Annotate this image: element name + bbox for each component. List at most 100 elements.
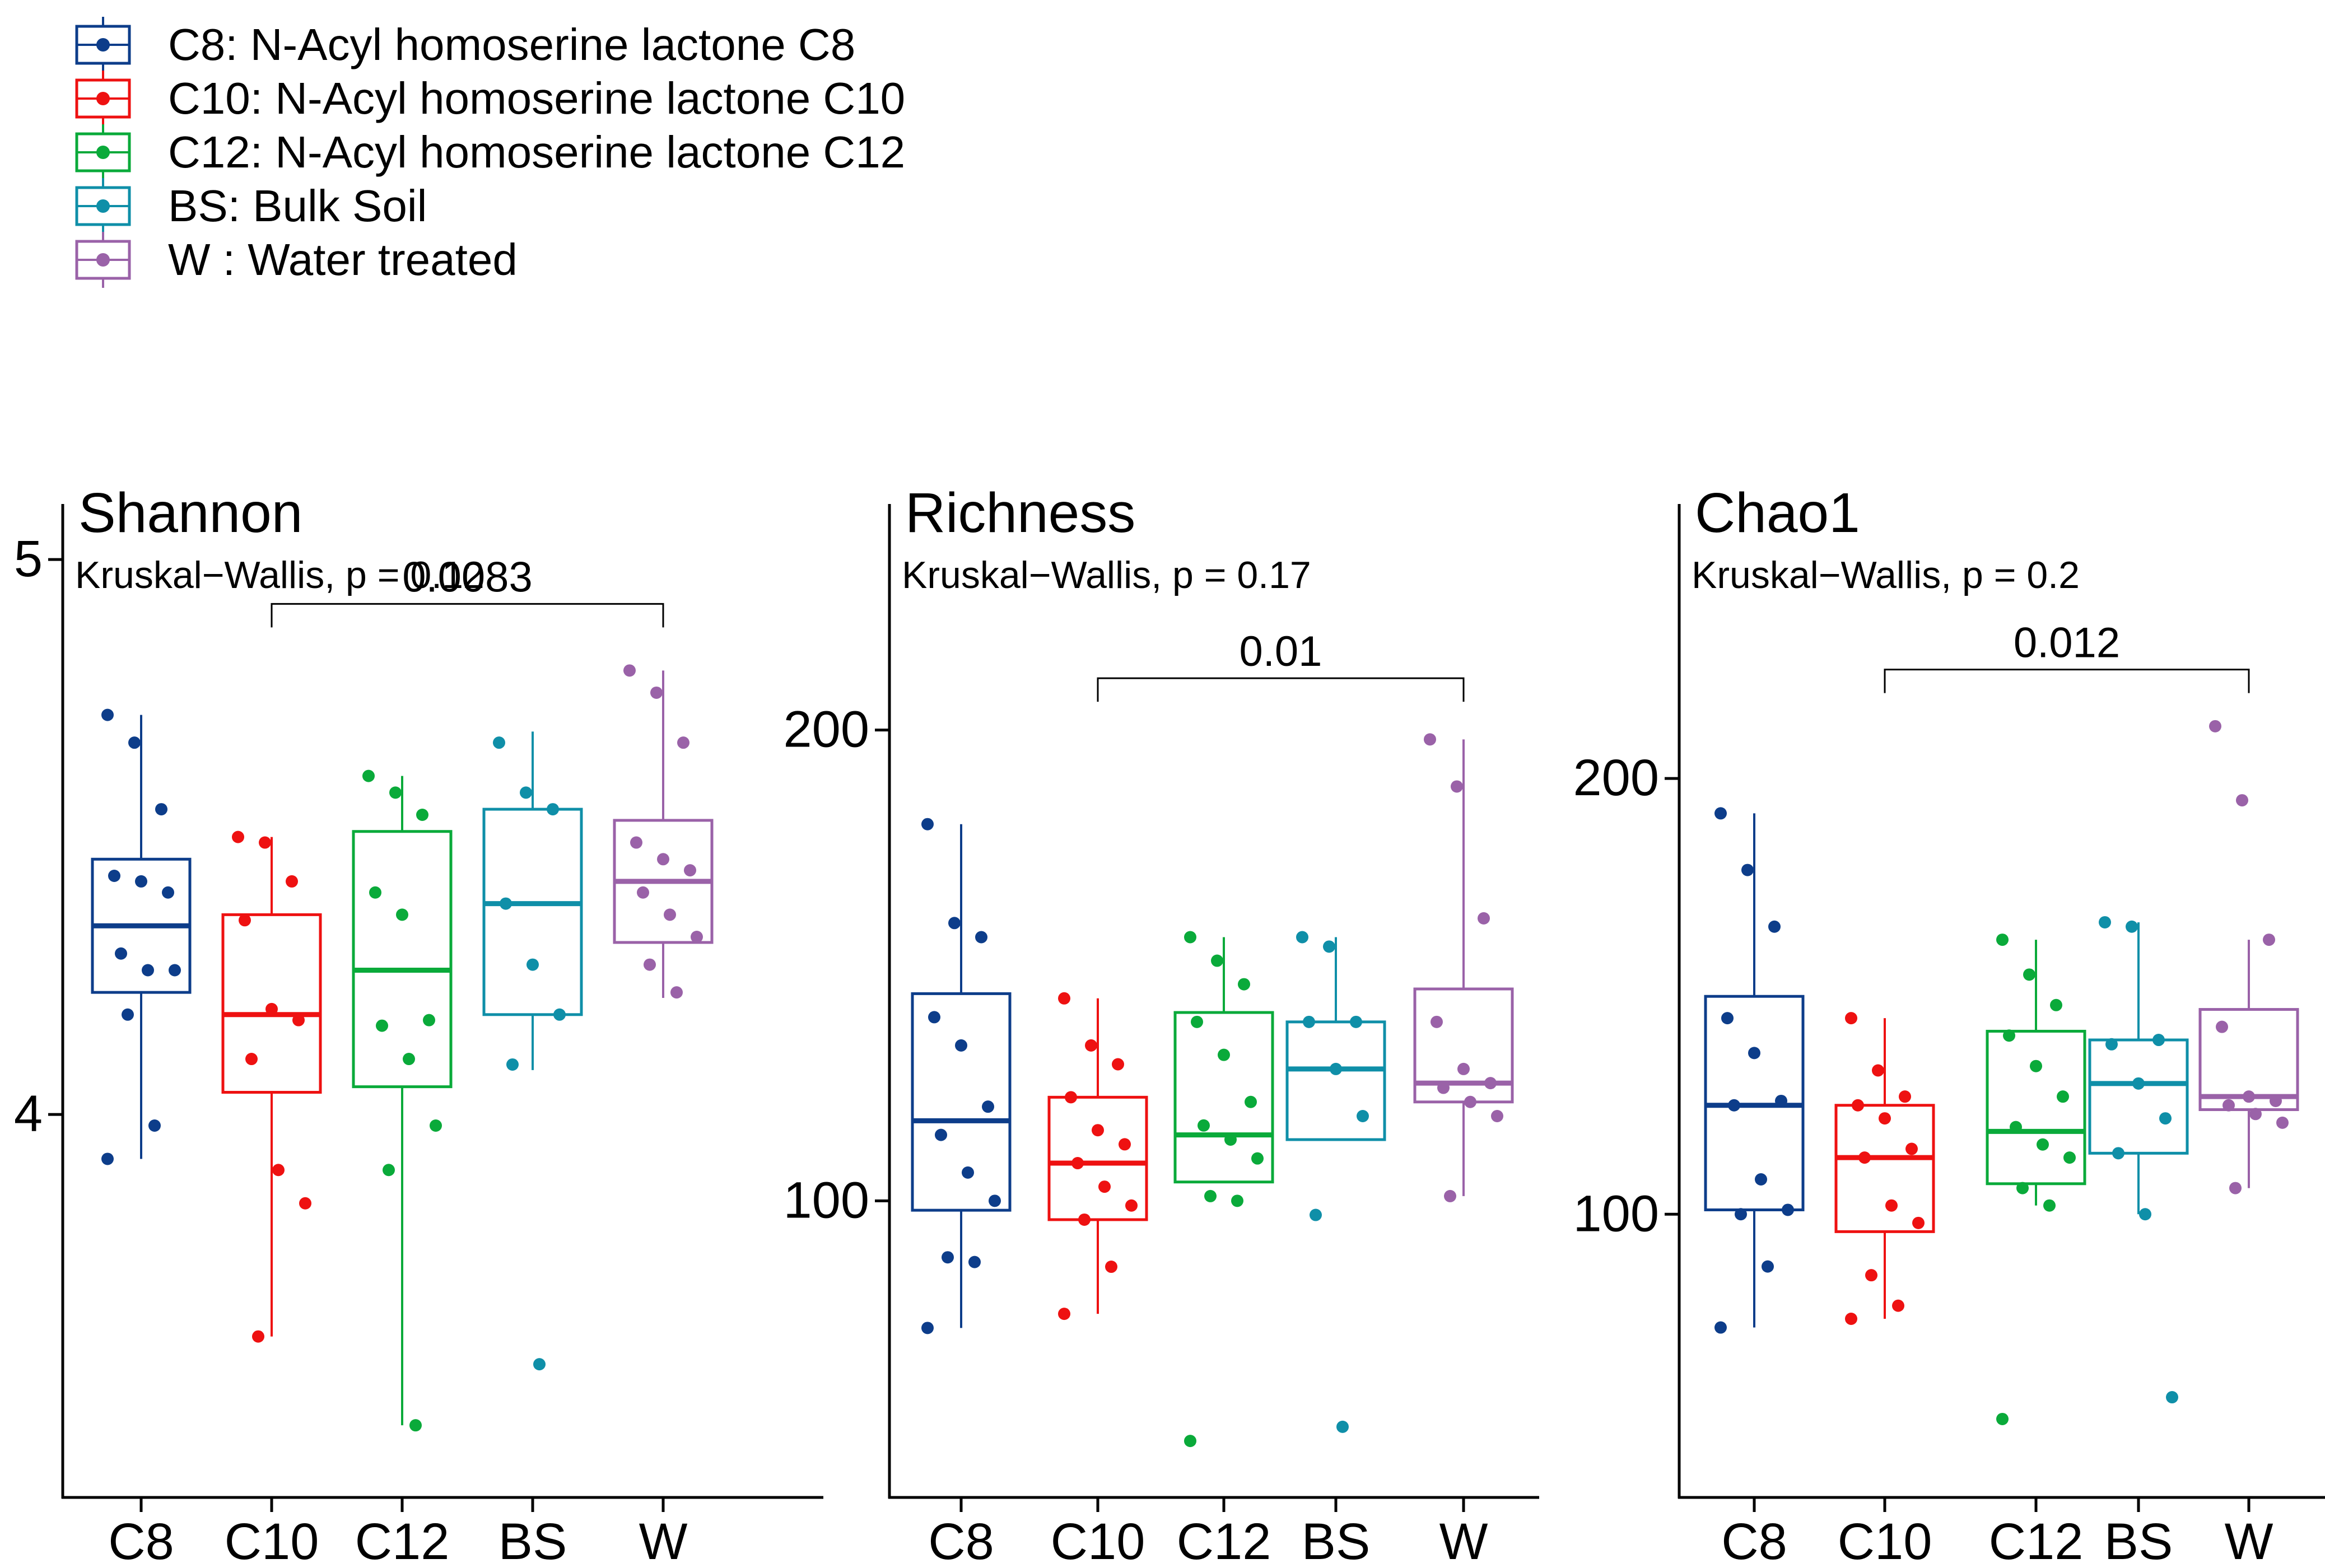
data-point xyxy=(520,786,532,799)
data-point xyxy=(2023,968,2035,981)
x-tick-label-c10: C10 xyxy=(1838,1513,1932,1568)
data-point xyxy=(1198,1119,1210,1132)
legend-label: BS: Bulk Soil xyxy=(168,181,427,231)
data-point xyxy=(1357,1109,1369,1122)
data-point xyxy=(506,1058,519,1071)
legend-point xyxy=(96,92,110,105)
data-point xyxy=(1782,1203,1794,1216)
y-tick-label: 200 xyxy=(1573,749,1660,806)
data-point xyxy=(1755,1173,1767,1186)
data-point xyxy=(135,875,147,888)
box-c10 xyxy=(1047,992,1148,1320)
data-point xyxy=(369,886,381,899)
data-point xyxy=(1905,1142,1918,1155)
data-point xyxy=(2249,1108,2262,1121)
data-point xyxy=(2037,1138,2049,1151)
data-point xyxy=(396,908,408,921)
data-point xyxy=(1303,1015,1315,1028)
legend-point xyxy=(96,199,110,213)
box-c10 xyxy=(221,830,322,1343)
data-point xyxy=(101,1152,114,1165)
data-point xyxy=(928,1011,940,1024)
data-point xyxy=(968,1256,981,1268)
y-tick-label: 4 xyxy=(14,1085,43,1142)
box-iqr xyxy=(2198,1008,2299,1112)
data-point xyxy=(1892,1299,1904,1312)
data-point xyxy=(1451,780,1463,793)
data-point xyxy=(1858,1151,1871,1164)
data-point xyxy=(547,803,559,816)
data-point xyxy=(1845,1012,1857,1025)
data-point xyxy=(1721,1012,1734,1025)
box-bs xyxy=(482,731,583,1371)
data-point xyxy=(403,1053,415,1066)
data-point xyxy=(2270,1094,2282,1107)
data-point xyxy=(1865,1269,1877,1282)
data-point xyxy=(1323,940,1335,953)
data-point xyxy=(1245,1095,1257,1108)
data-point xyxy=(2209,720,2221,732)
data-point xyxy=(430,1119,442,1132)
data-point xyxy=(1330,1062,1342,1075)
data-point xyxy=(2132,1077,2145,1090)
comparison-bracket xyxy=(271,603,664,628)
data-point xyxy=(232,830,244,843)
y-tick-label: 100 xyxy=(1573,1185,1660,1242)
data-point xyxy=(1879,1112,1891,1125)
data-point xyxy=(1191,1015,1203,1028)
data-point xyxy=(1775,1094,1787,1107)
data-point xyxy=(2099,916,2111,928)
legend-item-c10: C10: N-Acyl homoserine lactone C10 xyxy=(75,71,905,127)
comparison-p-value: 0.01 xyxy=(1240,628,1322,675)
data-point xyxy=(1218,1048,1230,1061)
data-point xyxy=(101,708,114,721)
data-point xyxy=(2010,1121,2022,1133)
data-point xyxy=(1184,1435,1196,1448)
data-point xyxy=(2003,1029,2015,1042)
data-point xyxy=(2216,1020,2228,1033)
data-point xyxy=(948,917,961,930)
data-point xyxy=(1437,1081,1450,1094)
legend-label: C10: N-Acyl homoserine lactone C10 xyxy=(168,73,905,123)
richness-panel: Richness Kruskal−Wallis, p = 0.17 100 200 C8… xyxy=(784,482,1539,1568)
panel-subtitle: Kruskal−Wallis, p = 0.17 xyxy=(902,554,1311,596)
data-point xyxy=(921,1322,934,1334)
data-point xyxy=(292,1014,305,1026)
data-point xyxy=(1224,1133,1237,1146)
legend-item-c12: C12: N-Acyl homoserine lactone C12 xyxy=(75,124,905,180)
data-point xyxy=(1112,1058,1124,1071)
x-tick-label-c8: C8 xyxy=(108,1513,174,1568)
data-point xyxy=(1296,931,1308,944)
legend-item-c8: C8: N-Acyl homoserine lactone C8 xyxy=(75,17,855,73)
data-point xyxy=(1735,1208,1747,1221)
data-point xyxy=(1310,1208,1322,1221)
data-point xyxy=(1431,1015,1443,1028)
data-point xyxy=(2223,1099,2235,1112)
data-point xyxy=(955,1039,967,1052)
data-point xyxy=(533,1358,546,1371)
box-c8 xyxy=(1704,807,1805,1334)
data-point xyxy=(1231,1194,1243,1207)
box-iqr xyxy=(1413,987,1514,1104)
data-point xyxy=(989,1194,1001,1207)
data-point xyxy=(1457,1062,1470,1075)
data-point xyxy=(128,736,141,749)
chao1-panel: Chao1 Kruskal−Wallis, p = 0.2 100 200 C8 C10 C… xyxy=(1573,482,2325,1568)
legend-label: C12: N-Acyl homoserine lactone C12 xyxy=(168,127,905,177)
data-point xyxy=(657,853,669,866)
x-tick-label-c12: C12 xyxy=(1177,1513,1271,1568)
data-point xyxy=(1211,954,1223,967)
data-point xyxy=(423,1014,435,1026)
data-point xyxy=(2159,1112,2172,1125)
data-point xyxy=(2030,1060,2042,1072)
data-point xyxy=(362,769,375,782)
data-point xyxy=(2139,1208,2151,1221)
data-point xyxy=(108,870,120,883)
data-point xyxy=(155,803,167,816)
x-tick-label-w: W xyxy=(1439,1513,1488,1568)
data-point xyxy=(1885,1199,1898,1212)
panel-subtitle: Kruskal−Wallis, p = 0.12 xyxy=(75,554,484,596)
box-iqr xyxy=(2088,1038,2189,1155)
box-iqr xyxy=(1285,1020,1386,1141)
data-point xyxy=(1058,992,1070,1005)
